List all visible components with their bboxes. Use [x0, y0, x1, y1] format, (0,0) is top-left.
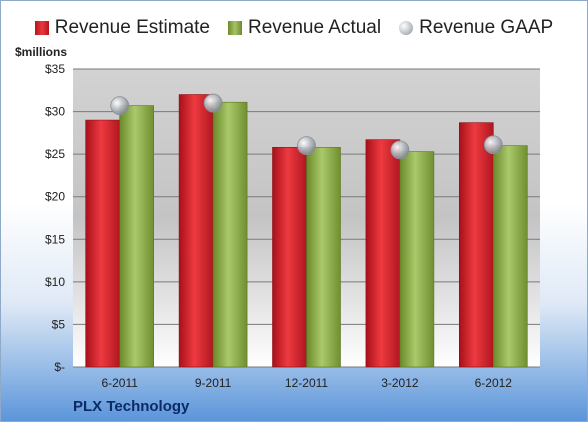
legend-label-estimate: Revenue Estimate	[54, 17, 210, 38]
bar-revenue-estimate	[178, 94, 214, 368]
y-tick-label: $20	[45, 190, 65, 204]
bar-revenue-actual	[119, 105, 154, 368]
marker-revenue-gaap	[297, 136, 316, 156]
marker-revenue-gaap	[110, 96, 130, 116]
x-tick-label: 6-2011	[101, 376, 138, 390]
bar-revenue-actual	[399, 151, 435, 368]
legend-label-actual: Revenue Actual	[248, 17, 382, 38]
bar-revenue-actual	[212, 101, 248, 368]
y-tick-label: $-	[54, 360, 65, 374]
legend-swatch-actual	[228, 21, 242, 35]
legend-swatch-gaap	[399, 21, 414, 35]
legend-item-actual: Revenue Actual	[228, 17, 381, 39]
company-name: PLX Technology	[73, 398, 190, 415]
bar-revenue-estimate	[365, 139, 401, 368]
x-tick-label: 6-2012	[475, 376, 513, 390]
bar-revenue-estimate	[85, 119, 120, 368]
legend: Revenue Estimate Revenue Actual Revenue …	[1, 17, 587, 39]
y-tick-label: $30	[45, 105, 65, 119]
legend-item-estimate: Revenue Estimate	[34, 17, 210, 39]
x-tick-label: 9-2011	[195, 376, 232, 390]
y-axis-unit-label: $millions	[15, 45, 68, 59]
y-tick-label: $35	[45, 62, 65, 76]
legend-label-gaap: Revenue GAAP	[419, 17, 554, 38]
marker-revenue-gaap	[390, 140, 410, 160]
y-tick-label: $25	[45, 147, 65, 161]
bar-revenue-estimate	[272, 147, 307, 368]
legend-swatch-estimate	[34, 21, 49, 35]
bar-revenue-estimate	[458, 122, 494, 368]
y-tick-label: $5	[52, 317, 66, 331]
legend-item-gaap: Revenue GAAP	[399, 17, 553, 39]
marker-revenue-gaap	[483, 135, 503, 155]
marker-revenue-gaap	[203, 93, 223, 113]
x-tick-label: 12-2011	[285, 376, 328, 390]
bar-revenue-actual	[492, 145, 528, 368]
x-tick-label: 3-2012	[381, 376, 419, 390]
y-tick-label: $15	[45, 232, 65, 246]
y-tick-label: $10	[45, 275, 65, 289]
bar-revenue-actual	[306, 147, 341, 368]
